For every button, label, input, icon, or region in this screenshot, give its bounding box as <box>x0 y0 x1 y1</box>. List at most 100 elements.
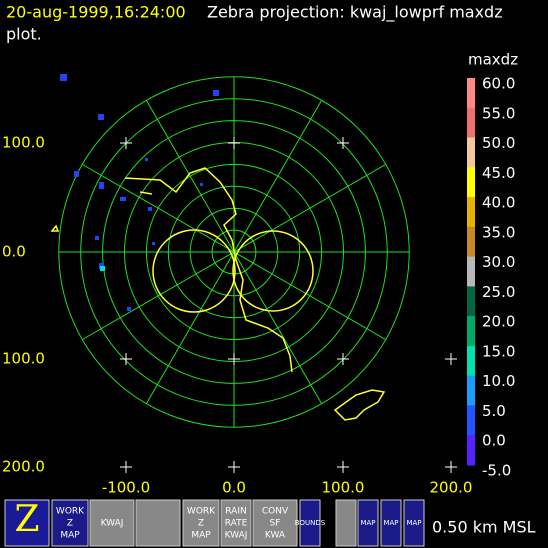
y-tick-label: 100.0 <box>2 134 45 152</box>
button-label[interactable]: MAP <box>406 519 421 527</box>
button-face[interactable] <box>4 499 50 547</box>
colorbar-segment <box>467 405 475 436</box>
toolbar-button[interactable]: MAP <box>403 499 425 547</box>
x-tick-label: 200.0 <box>430 479 473 497</box>
grid-cross <box>445 353 457 365</box>
colorbar-segment <box>467 316 475 347</box>
toolbar-button[interactable] <box>135 499 181 547</box>
coastlines <box>50 167 386 421</box>
button-face[interactable] <box>89 499 135 547</box>
timestamp: 20-aug-1999,16:24:00 <box>6 3 186 22</box>
toolbar-button[interactable]: KWAJ <box>89 499 135 547</box>
colorbar-label: 60.0 <box>482 75 515 93</box>
altitude-status: 0.50 km MSL <box>432 518 536 537</box>
colorbar-label: 20.0 <box>482 313 515 331</box>
toolbar-button[interactable]: RAIN RATE KWAJ <box>220 499 252 547</box>
grid-cross <box>445 461 457 473</box>
toolbar-button[interactable]: Z <box>4 499 50 547</box>
toolbar-icons: Z WORK Z MAP KWAJ WORK Z MAP RAIN RATE KWAJ CONV SF K… <box>4 499 425 547</box>
colorbar-label: 35.0 <box>482 223 515 241</box>
button-label[interactable]: KWAJ <box>225 531 248 541</box>
colorbar-segment <box>467 256 475 287</box>
colorbar-label: -5.0 <box>482 462 511 480</box>
colorbar-segment <box>467 167 475 198</box>
grid-cross <box>228 137 240 149</box>
toolbar-button[interactable]: WORK Z MAP <box>51 499 89 547</box>
colorbar-segment <box>467 107 475 139</box>
colorbar-segment <box>467 197 475 228</box>
x-tick-label: 0.0 <box>222 479 246 497</box>
button-face[interactable] <box>380 499 402 547</box>
range-ring <box>58 76 410 428</box>
y-tick-label: 200.0 <box>2 458 45 476</box>
toolbar-button[interactable]: BOUNDS <box>295 499 326 547</box>
colorbar-label: 40.0 <box>482 194 515 212</box>
colorbar-label: 25.0 <box>482 283 515 301</box>
colorbar-segment <box>467 137 475 168</box>
button-label[interactable]: MAP <box>191 531 211 541</box>
grid-cross <box>120 353 132 365</box>
button-face[interactable] <box>299 499 321 547</box>
toolbar-button[interactable]: WORK Z MAP <box>182 499 220 547</box>
button-label[interactable]: KWA <box>265 531 286 541</box>
button-label[interactable]: RATE <box>225 519 248 529</box>
button-label[interactable]: Z <box>14 499 39 540</box>
button-label[interactable]: CONV <box>262 507 289 517</box>
button-face[interactable] <box>403 499 425 547</box>
toolbar-button[interactable]: MAP <box>357 499 379 547</box>
button-face[interactable] <box>220 499 252 547</box>
button-label[interactable]: MAP <box>360 519 375 527</box>
button-face[interactable] <box>135 499 181 547</box>
colorbar-segment <box>467 226 475 258</box>
x-tick-label: 100.0 <box>322 479 365 497</box>
colorbar-title: maxdz <box>468 51 518 69</box>
toolbar-button[interactable]: MAP <box>380 499 402 547</box>
colorbar-segment <box>467 435 475 466</box>
y-tick-label: 0.0 <box>2 243 26 261</box>
button-label[interactable]: SF <box>270 519 281 529</box>
colorbar-label: 30.0 <box>482 253 515 271</box>
button-label[interactable]: MAP <box>60 531 80 541</box>
colorbar-label: 10.0 <box>482 372 515 390</box>
button-label[interactable]: BOUNDS <box>295 519 326 527</box>
button-label[interactable]: WORK <box>56 507 85 517</box>
button-face[interactable] <box>182 499 220 547</box>
axis-labels: 100.0 0.0 100.0 200.0 -100.0 0.0 100.0 200.0 <box>2 134 472 497</box>
button-face[interactable] <box>357 499 379 547</box>
colorbar-label: 15.0 <box>482 342 515 360</box>
colorbar-label: 45.0 <box>482 164 515 182</box>
colorbar-label: 50.0 <box>482 134 515 152</box>
toolbar-button[interactable]: CONV SF KWA <box>252 499 298 547</box>
colorbar-label: 55.0 <box>482 104 515 122</box>
x-tick-label: -100.0 <box>102 479 150 497</box>
grid-cross <box>228 353 240 365</box>
grid-cross <box>120 461 132 473</box>
grid-cross <box>337 353 349 365</box>
button-face[interactable] <box>252 499 298 547</box>
title-continued: plot. <box>6 25 42 44</box>
echo <box>100 266 105 271</box>
button-label[interactable]: WORK <box>187 507 216 517</box>
button-label[interactable]: KWAJ <box>101 519 124 529</box>
colorbar-segment <box>467 286 475 317</box>
colorbar-segment <box>467 78 475 109</box>
colorbar: 60.0 55.0 50.0 45.0 40.0 35.0 30.0 25.0 20.0 15.0… <box>467 75 515 480</box>
button-face[interactable] <box>335 499 357 547</box>
colorbar-label: 5.0 <box>482 402 506 420</box>
grid-cross <box>337 461 349 473</box>
toolbar-button[interactable] <box>335 499 357 547</box>
button-label[interactable]: MAP <box>383 519 398 527</box>
button-face[interactable] <box>51 499 89 547</box>
button-label[interactable]: Z <box>67 519 73 529</box>
colorbar-label: 0.0 <box>482 432 506 450</box>
y-tick-label: 100.0 <box>2 350 45 368</box>
button-label[interactable]: RAIN <box>225 507 246 517</box>
colorbar-segment <box>467 345 475 377</box>
grid-cross <box>120 137 132 149</box>
button-label[interactable]: Z <box>198 519 204 529</box>
colorbar-segment <box>467 375 475 406</box>
grid-cross <box>337 137 349 149</box>
grid-cross <box>228 461 240 473</box>
